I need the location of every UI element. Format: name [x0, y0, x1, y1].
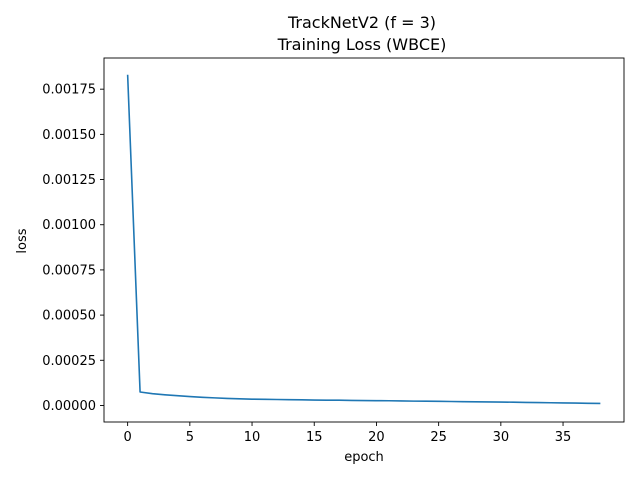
- x-tick-label: 25: [430, 430, 447, 445]
- y-axis-label: loss: [15, 228, 30, 253]
- y-tick-label: 0.00175: [42, 83, 96, 98]
- y-tick-label: 0.00075: [42, 263, 96, 278]
- y-tick-label: 0.00025: [42, 354, 96, 369]
- chart-subtitle: Training Loss (WBCE): [277, 35, 447, 54]
- loss-series-line: [126, 74, 601, 405]
- chart-title: TrackNetV2 (f = 3): [287, 13, 436, 32]
- x-tick-label: 35: [555, 430, 572, 445]
- x-tick-label: 5: [186, 430, 194, 445]
- x-tick-label: 15: [306, 430, 323, 445]
- plot-frame: [103, 57, 625, 423]
- y-tick-label: 0.00100: [42, 218, 96, 233]
- x-axis-ticks: 0 5 10 15 20 25 30 35: [123, 422, 571, 445]
- y-tick-label: 0.00000: [42, 399, 96, 414]
- y-tick-label: 0.00125: [42, 173, 96, 188]
- x-axis-label: epoch: [344, 450, 384, 465]
- x-tick-label: 20: [368, 430, 385, 445]
- y-tick-label: 0.00150: [42, 128, 96, 143]
- y-axis-ticks: 0.00000 0.00025 0.00050 0.00075 0.00100 0.001…: [42, 83, 104, 414]
- series-lines: [126, 74, 601, 405]
- x-tick-label: 10: [244, 430, 261, 445]
- y-tick-label: 0.00050: [42, 309, 96, 324]
- x-tick-label: 0: [123, 430, 131, 445]
- x-tick-label: 30: [493, 430, 510, 445]
- plot-area: 0 5 10 15 20 25 30 35 0.000000.000250.000500.00…: [42, 57, 625, 445]
